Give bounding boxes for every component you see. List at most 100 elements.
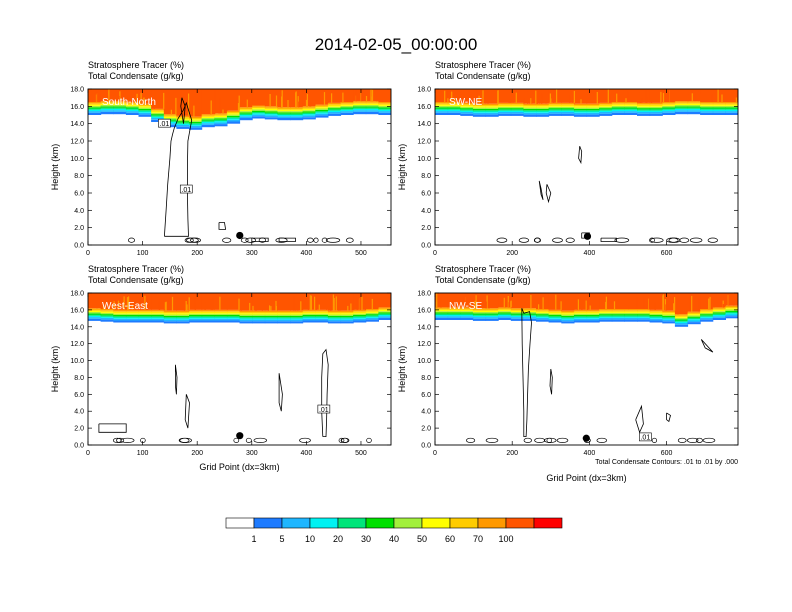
tracer-band: [365, 112, 379, 115]
tracer-streak: [119, 91, 121, 102]
tracer-band: [327, 313, 342, 315]
tracer-band: [599, 105, 613, 107]
tracer-band: [637, 319, 651, 322]
tracer-band: [586, 316, 600, 318]
y-tick-label: 2.0: [74, 225, 84, 232]
tracer-band: [573, 293, 588, 310]
tracer-band: [88, 318, 102, 321]
tracer-band: [226, 309, 241, 312]
tracer-band: [378, 316, 391, 318]
tracer-streak: [536, 96, 538, 104]
tracer-streak: [186, 304, 188, 311]
tracer-band: [485, 310, 499, 312]
condensate-contour: [518, 237, 530, 243]
tracer-band: [226, 119, 241, 122]
tracer-band: [226, 121, 241, 124]
tracer-streak: [280, 93, 282, 108]
condensate-contour: [278, 373, 283, 412]
tracer-band: [485, 103, 499, 105]
tracer-band: [176, 319, 190, 322]
plot-area: .01: [435, 293, 738, 443]
condensate-contour: [299, 437, 311, 443]
tracer-streak: [616, 93, 618, 102]
tracer-band: [264, 117, 278, 120]
tracer-band: [472, 313, 487, 315]
tracer-band: [125, 316, 140, 318]
tracer-streak: [188, 93, 190, 116]
tracer-streak: [117, 300, 120, 310]
tracer-band: [138, 309, 152, 312]
tracer-band: [649, 316, 663, 318]
tracer-band: [378, 308, 391, 310]
tracer-band: [100, 309, 114, 311]
tracer-band: [687, 103, 701, 105]
plot-frame: [434, 88, 739, 246]
tracer-band: [599, 110, 613, 112]
tracer-band: [498, 112, 512, 114]
tracer-streak: [293, 295, 295, 311]
tracer-band: [510, 102, 524, 105]
tracer-band: [662, 310, 676, 312]
tracer-streak: [625, 98, 627, 102]
tracer-band: [472, 107, 487, 109]
x-axis-label: Grid Point (dx=3km): [546, 473, 626, 483]
tracer-streak: [713, 302, 715, 308]
y-axis-label: Height (km): [397, 144, 407, 191]
tracer-band: [327, 108, 342, 110]
tracer-band: [189, 118, 203, 120]
tracer-band: [624, 105, 638, 108]
tracer-band: [125, 102, 140, 104]
tracer-streak: [447, 98, 449, 102]
tracer-band: [624, 310, 638, 312]
condensate-contour: [184, 237, 194, 243]
tracer-band: [214, 316, 228, 318]
tracer-band: [189, 318, 203, 321]
tracer-band: [523, 112, 537, 115]
condensate-contour: [175, 364, 178, 395]
tracer-band: [662, 102, 676, 104]
tracer-band: [662, 317, 676, 319]
tracer-band: [712, 109, 726, 112]
tracer-band: [611, 309, 625, 311]
tracer-streak: [120, 92, 123, 102]
tracer-streak: [510, 300, 512, 308]
tracer-streak: [185, 301, 187, 311]
tracer-streak: [535, 90, 537, 104]
tracer-streak: [699, 93, 702, 102]
tracer-streak: [488, 304, 490, 309]
tracer-band: [599, 311, 613, 313]
tracer-band: [176, 313, 190, 315]
tracer-band: [264, 112, 278, 115]
tracer-streak: [222, 109, 224, 114]
tracer-band: [290, 315, 304, 318]
tracer-band: [435, 308, 449, 310]
tracer-band: [485, 313, 499, 315]
tracer-band: [700, 107, 714, 109]
tracer-streak: [572, 94, 574, 103]
tracer-band: [523, 317, 537, 319]
tracer-band: [599, 317, 613, 320]
tracer-band: [536, 315, 550, 317]
tracer-band: [151, 318, 165, 321]
tracer-band: [447, 313, 461, 315]
tracer-band: [138, 106, 152, 108]
tracer-band: [138, 108, 152, 111]
tracer-streak: [538, 304, 540, 309]
tracer-band: [447, 112, 461, 115]
tracer-band: [239, 315, 253, 318]
tracer-band: [674, 105, 689, 107]
tracer-band: [561, 315, 575, 318]
tracer-band: [201, 115, 215, 117]
tracer-band: [201, 313, 215, 315]
tracer-streak: [261, 298, 263, 311]
tracer-band: [340, 104, 354, 106]
colorbar-label: 20: [333, 534, 343, 544]
tracer-band: [662, 315, 676, 318]
tracer-band: [611, 104, 625, 106]
tracer-band: [687, 102, 701, 104]
tracer-band: [586, 309, 600, 312]
panel-subtitle-condensate: Total Condensate (g/kg): [435, 275, 531, 285]
tracer-streak: [454, 98, 456, 102]
tracer-streak: [330, 297, 332, 311]
tracer-band: [290, 109, 304, 112]
